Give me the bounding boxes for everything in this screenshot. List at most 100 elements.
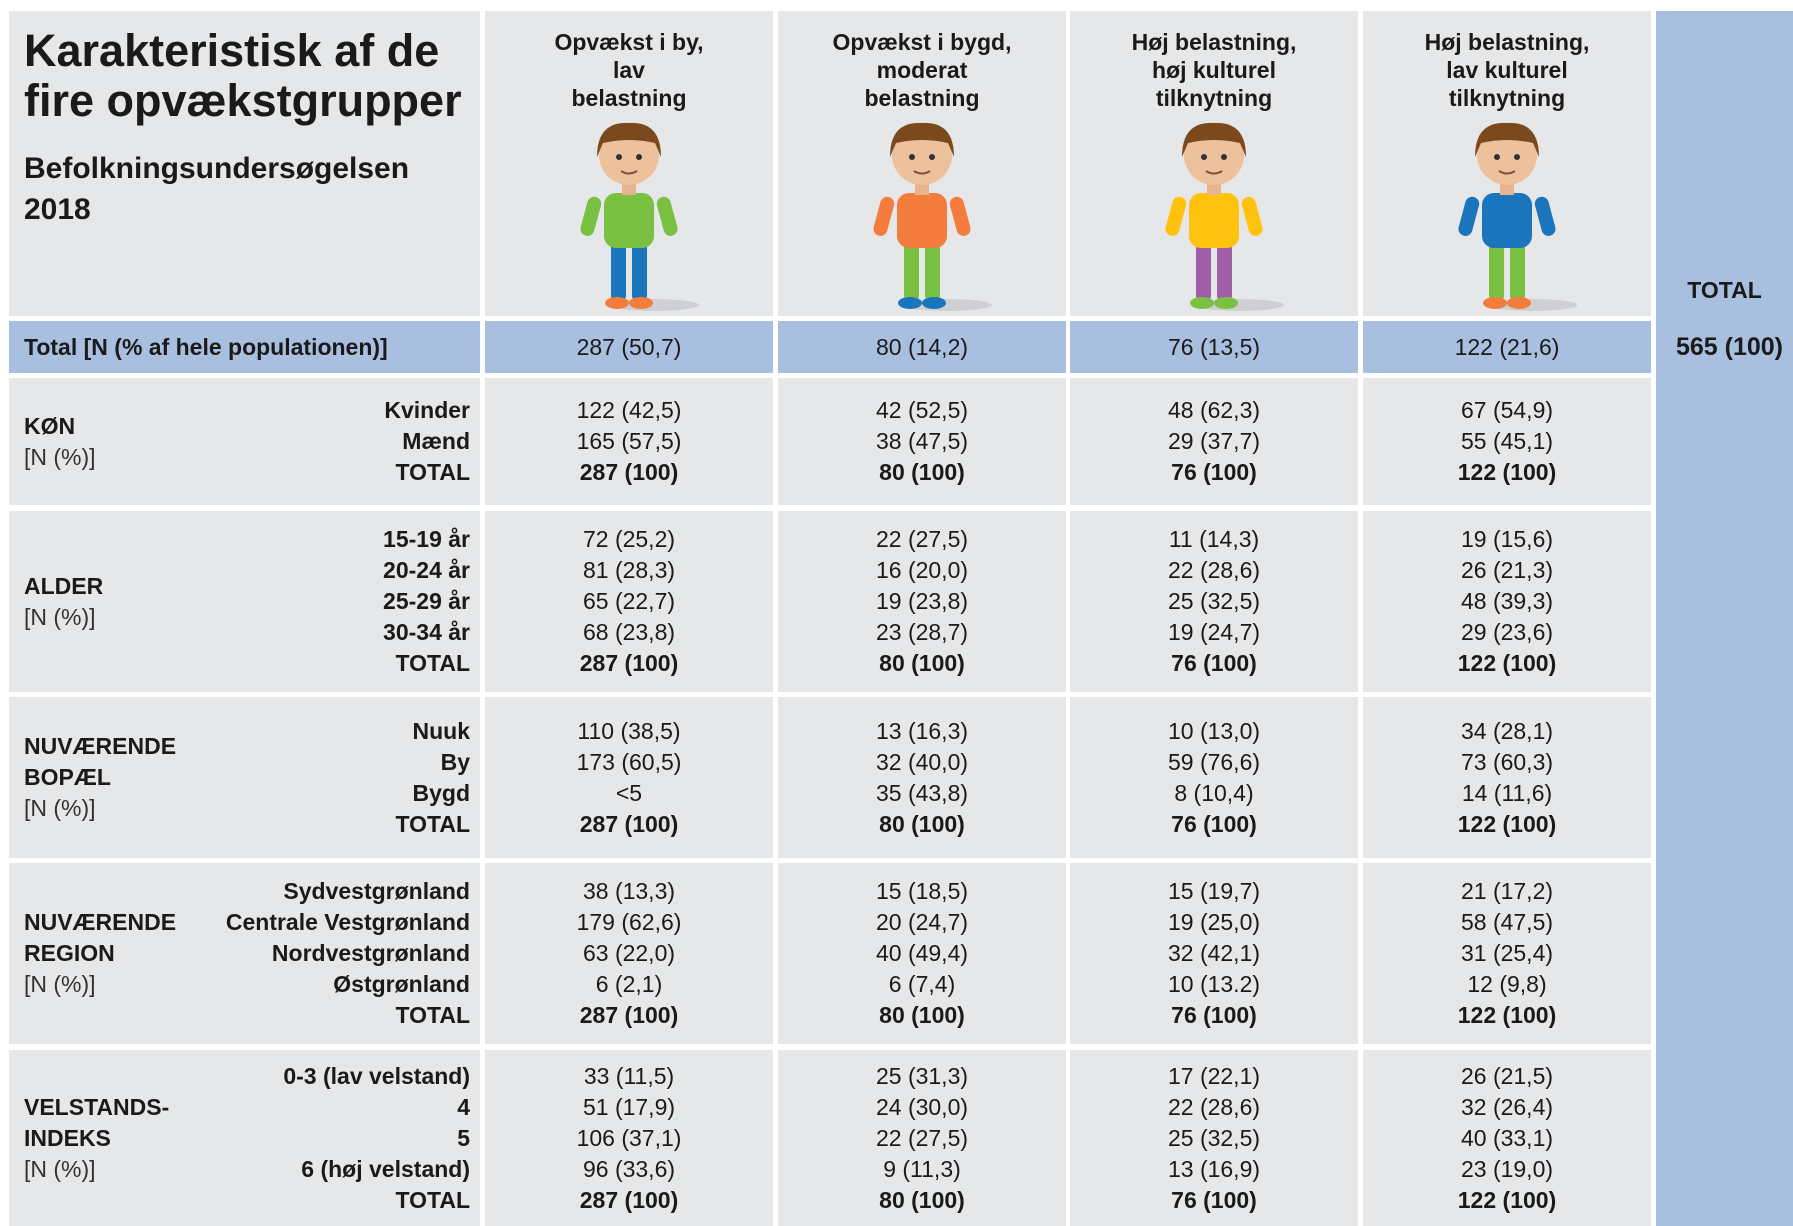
cell-value: 72 (25,2) bbox=[582, 526, 676, 552]
cell-value: 32 (40,0) bbox=[875, 748, 969, 775]
section-cell bbox=[9, 1050, 480, 1226]
cell-value: 31 (25,4) bbox=[1460, 940, 1554, 966]
cell-value: 38 (47,5) bbox=[875, 428, 969, 454]
total-row-cell bbox=[778, 321, 1066, 373]
section-unit: [N (%)] bbox=[24, 603, 96, 630]
cell-value: 34 (28,1) bbox=[1460, 717, 1554, 744]
column-header: Opvækst i bygd, bbox=[832, 29, 1012, 55]
section-cell bbox=[1070, 511, 1358, 692]
column-header: tilknytning bbox=[1448, 85, 1566, 111]
cell-value: 40 (33,1) bbox=[1460, 1124, 1554, 1151]
cell-value: 122 (100) bbox=[1457, 1002, 1557, 1028]
cell-value: 19 (24,7) bbox=[1167, 619, 1261, 645]
row-label: Sydvestgrønland bbox=[283, 878, 470, 904]
cell-value: 19 (15,6) bbox=[1460, 526, 1554, 552]
row-label: Centrale Vestgrønland bbox=[225, 909, 470, 935]
cell-value: 22 (28,6) bbox=[1167, 1093, 1261, 1120]
cell-value: 40 (49,4) bbox=[875, 940, 969, 966]
total-column-header: TOTAL bbox=[1687, 277, 1762, 303]
cell-value: 179 (62,6) bbox=[576, 909, 682, 935]
row-label: 30-34 år bbox=[383, 619, 470, 645]
section-cell bbox=[778, 863, 1066, 1044]
total-row-cell bbox=[1070, 321, 1358, 373]
section-cell bbox=[485, 697, 773, 858]
cell-value: 80 (100) bbox=[879, 459, 965, 485]
section-title: VELSTANDS- bbox=[24, 1093, 170, 1120]
cell-value: 96 (33,6) bbox=[582, 1155, 676, 1182]
cell-value: 14 (11,6) bbox=[1461, 779, 1553, 806]
cell-value: 15 (19,7) bbox=[1167, 878, 1261, 904]
row-label: TOTAL bbox=[395, 810, 470, 837]
section-cell bbox=[485, 1050, 773, 1226]
row-label: 15-19 år bbox=[383, 526, 470, 552]
cell-value: 22 (28,6) bbox=[1167, 557, 1261, 583]
cell-value: 67 (54,9) bbox=[1460, 397, 1554, 423]
cell-value: 68 (23,8) bbox=[582, 619, 676, 645]
column-header: lav bbox=[613, 57, 645, 83]
section-cell bbox=[1070, 863, 1358, 1044]
header-cell bbox=[9, 11, 480, 316]
cell-value: 122 (42,5) bbox=[576, 397, 682, 423]
cell-value: 24 (30,0) bbox=[875, 1093, 969, 1120]
cell-value: 80 (100) bbox=[879, 810, 965, 837]
row-label: TOTAL bbox=[395, 1002, 470, 1028]
row-label: Mænd bbox=[402, 428, 470, 454]
row-label: 0-3 (lav velstand) bbox=[283, 1062, 470, 1089]
cell-value: 59 (76,6) bbox=[1167, 748, 1261, 775]
cell-value: 48 (39,3) bbox=[1460, 588, 1554, 614]
cell-value: 51 (17,9) bbox=[582, 1093, 676, 1120]
column-header: Opvækst i by, bbox=[554, 29, 704, 55]
cell-value: 22 (27,5) bbox=[875, 1124, 969, 1151]
cell-value: 287 (100) bbox=[579, 459, 679, 485]
row-label: By bbox=[440, 748, 470, 775]
column-header: belastning bbox=[571, 85, 687, 111]
section-title: NUVÆRENDE bbox=[24, 733, 177, 759]
total-column bbox=[1656, 11, 1793, 1226]
cell-value: 17 (22,1) bbox=[1167, 1062, 1261, 1089]
cell-value: 73 (60,3) bbox=[1460, 748, 1554, 775]
cell-value: 76 (100) bbox=[1171, 810, 1257, 837]
cell-value: 80 (100) bbox=[879, 1002, 965, 1028]
cell-value: 23 (28,7) bbox=[875, 619, 969, 645]
total-row-value: 122 (21,6) bbox=[1454, 334, 1560, 360]
cell-value: 12 (9,8) bbox=[1467, 971, 1547, 997]
row-label: Østgrønland bbox=[333, 971, 470, 997]
cell-value: 76 (100) bbox=[1171, 650, 1257, 676]
section-cell bbox=[1363, 511, 1651, 692]
cell-value: 287 (100) bbox=[579, 1002, 679, 1028]
child-figure bbox=[1458, 122, 1577, 311]
section-title: REGION bbox=[24, 940, 115, 966]
cell-value: 19 (23,8) bbox=[875, 588, 969, 614]
cell-value: 80 (100) bbox=[879, 650, 965, 676]
cell-value: 106 (37,1) bbox=[576, 1124, 682, 1151]
section-title: NUVÆRENDE bbox=[24, 909, 177, 935]
cell-value: 287 (100) bbox=[579, 1186, 679, 1213]
cell-value: 58 (47,5) bbox=[1460, 909, 1554, 935]
cell-value: 29 (37,7) bbox=[1167, 428, 1261, 454]
column-header: Høj belastning, bbox=[1424, 29, 1590, 55]
cell-value: 25 (31,3) bbox=[875, 1062, 969, 1089]
cell-value: 29 (23,6) bbox=[1460, 619, 1554, 645]
section-cell bbox=[9, 697, 480, 858]
section-cell bbox=[1363, 697, 1651, 858]
cell-value: 38 (13,3) bbox=[582, 878, 676, 904]
total-row-cell bbox=[9, 321, 480, 373]
cell-value: 48 (62,3) bbox=[1167, 397, 1261, 423]
section-cell bbox=[485, 511, 773, 692]
cell-value: 35 (43,8) bbox=[875, 779, 969, 806]
section-unit: [N (%)] bbox=[24, 795, 96, 821]
cell-value: 10 (13.2) bbox=[1167, 971, 1261, 997]
cell-value: 22 (27,5) bbox=[875, 526, 969, 552]
row-label: Nordvestgrønland bbox=[271, 940, 470, 966]
column-header: Høj belastning, bbox=[1131, 29, 1297, 55]
cell-value: 63 (22,0) bbox=[582, 940, 676, 966]
section-cell bbox=[778, 378, 1066, 505]
section-cell bbox=[485, 378, 773, 505]
row-label: TOTAL bbox=[395, 459, 470, 485]
section-unit: [N (%)] bbox=[24, 1155, 96, 1182]
section-cell bbox=[1363, 863, 1651, 1044]
cell-value: 287 (100) bbox=[579, 650, 679, 676]
section-cell bbox=[1363, 1050, 1651, 1226]
section-unit: [N (%)] bbox=[24, 971, 96, 997]
total-row-total: 565 (100) bbox=[1675, 333, 1784, 361]
